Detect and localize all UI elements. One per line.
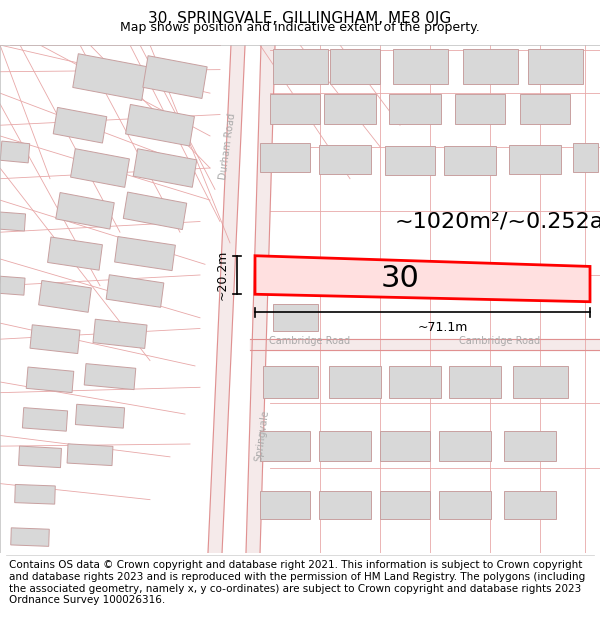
Text: Cambridge Road: Cambridge Road (269, 336, 350, 346)
Polygon shape (380, 431, 430, 461)
Polygon shape (53, 107, 107, 143)
Text: Map shows position and indicative extent of the property.: Map shows position and indicative extent… (120, 21, 480, 34)
Text: 30, SPRINGVALE, GILLINGHAM, ME8 0JG: 30, SPRINGVALE, GILLINGHAM, ME8 0JG (148, 11, 452, 26)
Text: Durham Road: Durham Road (218, 112, 238, 181)
Polygon shape (143, 56, 207, 99)
Polygon shape (319, 145, 371, 174)
Polygon shape (527, 49, 583, 84)
Polygon shape (22, 408, 68, 431)
Polygon shape (76, 404, 125, 428)
Polygon shape (0, 276, 25, 295)
Polygon shape (0, 141, 30, 163)
Polygon shape (272, 49, 328, 84)
Polygon shape (255, 256, 590, 302)
Polygon shape (260, 491, 310, 519)
Polygon shape (56, 192, 114, 229)
Polygon shape (84, 364, 136, 389)
Polygon shape (512, 366, 568, 398)
Polygon shape (319, 491, 371, 519)
Polygon shape (115, 237, 175, 271)
Text: ~71.1m: ~71.1m (418, 321, 467, 334)
Polygon shape (504, 431, 556, 461)
Polygon shape (272, 304, 317, 331)
Polygon shape (250, 339, 600, 351)
Polygon shape (319, 431, 371, 461)
Polygon shape (67, 444, 113, 466)
Polygon shape (449, 366, 501, 398)
Polygon shape (444, 146, 496, 175)
Polygon shape (133, 149, 197, 188)
Polygon shape (439, 491, 491, 519)
Text: Contains OS data © Crown copyright and database right 2021. This information is : Contains OS data © Crown copyright and d… (9, 560, 585, 605)
Polygon shape (520, 94, 570, 124)
Polygon shape (329, 366, 381, 398)
Polygon shape (11, 528, 49, 546)
Text: ~1020m²/~0.252ac.: ~1020m²/~0.252ac. (395, 211, 600, 231)
Polygon shape (38, 281, 91, 312)
Polygon shape (260, 431, 310, 461)
Polygon shape (123, 192, 187, 229)
Text: Cambridge Road: Cambridge Road (460, 336, 541, 346)
Polygon shape (71, 149, 130, 188)
Text: 30: 30 (380, 264, 419, 292)
Text: ~20.2m: ~20.2m (216, 250, 229, 300)
Polygon shape (385, 146, 435, 175)
Polygon shape (26, 367, 74, 392)
Polygon shape (106, 275, 164, 308)
Polygon shape (208, 44, 245, 554)
Polygon shape (572, 143, 598, 172)
Text: Springvale: Springvale (253, 409, 271, 462)
Polygon shape (455, 94, 505, 124)
Polygon shape (392, 49, 448, 84)
Polygon shape (439, 431, 491, 461)
Polygon shape (463, 49, 517, 84)
Polygon shape (325, 266, 375, 296)
Polygon shape (389, 94, 441, 124)
Polygon shape (504, 491, 556, 519)
Polygon shape (330, 49, 380, 84)
Polygon shape (380, 491, 430, 519)
Polygon shape (19, 446, 61, 468)
Polygon shape (270, 94, 320, 124)
Polygon shape (389, 366, 441, 398)
Polygon shape (93, 319, 147, 349)
Polygon shape (246, 45, 275, 553)
Polygon shape (271, 266, 319, 296)
Polygon shape (263, 366, 317, 398)
Polygon shape (47, 237, 103, 270)
Polygon shape (324, 94, 376, 124)
Polygon shape (509, 145, 561, 174)
Polygon shape (125, 104, 194, 146)
Polygon shape (73, 54, 147, 101)
Polygon shape (15, 484, 55, 504)
Polygon shape (0, 212, 26, 231)
Polygon shape (260, 143, 310, 172)
Polygon shape (30, 325, 80, 354)
